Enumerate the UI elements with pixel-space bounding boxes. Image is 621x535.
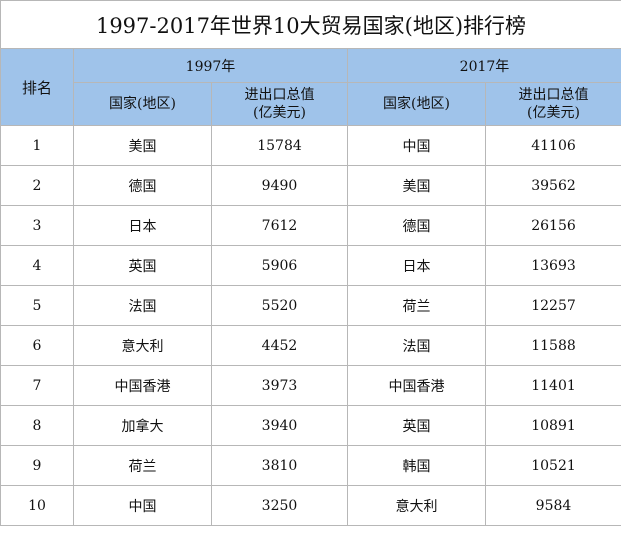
table-row: 9 荷兰 3810 韩国 10521 <box>0 445 621 486</box>
rank-cell: 10 <box>0 485 74 526</box>
country-2017-cell: 德国 <box>347 205 486 246</box>
value-1997-cell: 4452 <box>211 325 348 366</box>
country-2017-cell: 英国 <box>347 405 486 446</box>
rank-cell: 9 <box>0 445 74 486</box>
rank-header: 排名 <box>0 48 74 126</box>
value-2017-cell: 41106 <box>485 125 621 166</box>
value-1997-cell: 9490 <box>211 165 348 206</box>
table-row: 7 中国香港 3973 中国香港 11401 <box>0 365 621 406</box>
country-2017-cell: 荷兰 <box>347 285 486 326</box>
country-2017-cell: 韩国 <box>347 445 486 486</box>
value-2017-cell: 10891 <box>485 405 621 446</box>
value-1997-cell: 5906 <box>211 245 348 286</box>
table-row: 3 日本 7612 德国 26156 <box>0 205 621 246</box>
country-1997-cell: 加拿大 <box>73 405 212 446</box>
value-2017-cell: 12257 <box>485 285 621 326</box>
rank-cell: 6 <box>0 325 74 366</box>
title-row: 1997-2017年世界10大贸易国家(地区)排行榜 <box>0 0 621 49</box>
country-2017-cell: 美国 <box>347 165 486 206</box>
value-header-line1: 进出口总值 <box>244 87 315 103</box>
country-1997-cell: 日本 <box>73 205 212 246</box>
value-1997-cell: 3810 <box>211 445 348 486</box>
country-1997-cell: 美国 <box>73 125 212 166</box>
year-header-row: 排名 1997年 2017年 <box>0 48 621 126</box>
country-1997-cell: 法国 <box>73 285 212 326</box>
value-1997-cell: 3940 <box>211 405 348 446</box>
value-2017-cell: 10521 <box>485 445 621 486</box>
rank-cell: 8 <box>0 405 74 446</box>
table-row: 1 美国 15784 中国 41106 <box>0 125 621 166</box>
value-1997-cell: 3250 <box>211 485 348 526</box>
value-header-line2: (亿美元) <box>527 105 580 121</box>
country-1997-cell: 英国 <box>73 245 212 286</box>
country-1997-header: 国家(地区) <box>73 82 212 126</box>
value-1997-cell: 7612 <box>211 205 348 246</box>
value-2017-cell: 13693 <box>485 245 621 286</box>
country-2017-cell: 法国 <box>347 325 486 366</box>
table-row: 4 英国 5906 日本 13693 <box>0 245 621 286</box>
table-row: 8 加拿大 3940 英国 10891 <box>0 405 621 446</box>
country-1997-cell: 中国香港 <box>73 365 212 406</box>
value-2017-header: 进出口总值 (亿美元) <box>485 82 621 126</box>
value-header-line1: 进出口总值 <box>518 87 589 103</box>
country-1997-cell: 中国 <box>73 485 212 526</box>
country-1997-cell: 德国 <box>73 165 212 206</box>
rank-cell: 3 <box>0 205 74 246</box>
country-2017-cell: 中国香港 <box>347 365 486 406</box>
value-1997-cell: 15784 <box>211 125 348 166</box>
rank-cell: 2 <box>0 165 74 206</box>
value-2017-cell: 11588 <box>485 325 621 366</box>
table-title: 1997-2017年世界10大贸易国家(地区)排行榜 <box>0 0 621 49</box>
rank-cell: 7 <box>0 365 74 406</box>
value-header-line2: (亿美元) <box>253 105 306 121</box>
year-2017-header: 2017年 <box>347 48 621 83</box>
value-1997-cell: 3973 <box>211 365 348 406</box>
value-2017-cell: 11401 <box>485 365 621 406</box>
rank-cell: 1 <box>0 125 74 166</box>
value-2017-cell: 26156 <box>485 205 621 246</box>
country-1997-cell: 意大利 <box>73 325 212 366</box>
value-1997-cell: 5520 <box>211 285 348 326</box>
table-row: 2 德国 9490 美国 39562 <box>0 165 621 206</box>
year-1997-header: 1997年 <box>73 48 348 83</box>
column-header-row: 国家(地区) 进出口总值 (亿美元) 国家(地区) 进出口总值 (亿美元) <box>1 82 621 126</box>
value-1997-header: 进出口总值 (亿美元) <box>211 82 348 126</box>
value-2017-cell: 9584 <box>485 485 621 526</box>
country-2017-header: 国家(地区) <box>347 82 486 126</box>
rank-cell: 4 <box>0 245 74 286</box>
country-2017-cell: 意大利 <box>347 485 486 526</box>
table-row: 10 中国 3250 意大利 9584 <box>0 485 621 526</box>
country-1997-cell: 荷兰 <box>73 445 212 486</box>
rank-cell: 5 <box>0 285 74 326</box>
table-row: 6 意大利 4452 法国 11588 <box>0 325 621 366</box>
country-2017-cell: 日本 <box>347 245 486 286</box>
table-row: 5 法国 5520 荷兰 12257 <box>0 285 621 326</box>
value-2017-cell: 39562 <box>485 165 621 206</box>
country-2017-cell: 中国 <box>347 125 486 166</box>
